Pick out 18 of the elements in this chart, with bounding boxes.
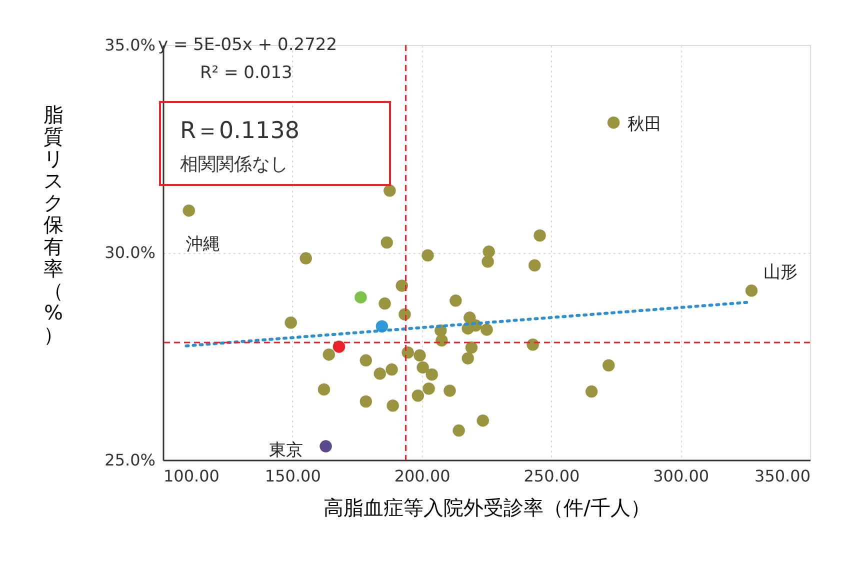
annotation: R＝0.1138 (180, 118, 300, 144)
x-axis-title: 高脂血症等入院外受診率（件/千人） (324, 496, 650, 520)
annotation: 沖縄 (186, 234, 220, 255)
annotation: R² = 0.013 (200, 63, 292, 83)
x-tick-label: 100.00 (164, 466, 220, 486)
x-tick-label: 250.00 (524, 466, 580, 486)
annotation: 秋田 (628, 114, 662, 135)
x-tick-label: 300.00 (653, 466, 710, 486)
x-tick-label: 150.00 (264, 466, 321, 486)
annotation: 山形 (764, 262, 798, 283)
annotation: 相関関係なし (180, 154, 288, 175)
x-tick-label: 350.00 (754, 466, 810, 486)
y-tick-label: 30.0% (104, 243, 156, 262)
y-tick-label: 25.0% (104, 450, 156, 470)
annotation: 東京 (268, 440, 303, 460)
x-tick-label: 200.00 (394, 466, 450, 486)
text: 脂質リスク保有率（%） (44, 102, 64, 346)
y-tick-label: 35.0% (104, 36, 156, 54)
